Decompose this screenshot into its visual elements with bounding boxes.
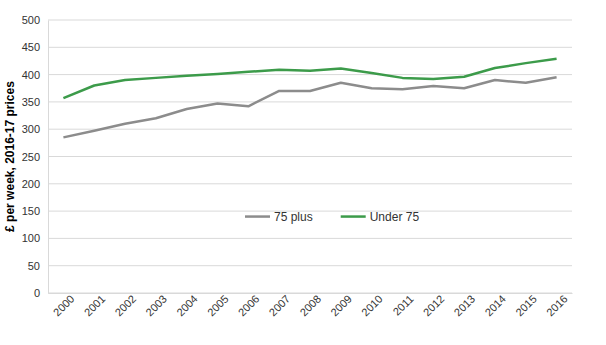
x-tick: 2016 [544, 293, 570, 319]
y-tick: 200 [22, 178, 48, 190]
chart: 0501001502002503003504004505002000200120… [0, 0, 606, 345]
x-tick-label: 2011 [390, 293, 415, 318]
x-tick: 2008 [297, 293, 323, 319]
y-tick: 400 [22, 69, 48, 81]
x-tick: 2015 [513, 293, 539, 319]
y-tick: 350 [22, 96, 48, 108]
y-tick-label: 50 [28, 260, 40, 272]
y-tick: 300 [22, 123, 48, 135]
grid-line [48, 293, 572, 294]
x-tick: 2014 [482, 293, 508, 319]
grid-line [48, 101, 572, 102]
x-tick-label: 2000 [51, 293, 77, 319]
legend-swatch [341, 215, 366, 218]
x-tick-label: 2006 [236, 293, 262, 319]
plot: 0501001502002503003504004505002000200120… [22, 14, 573, 318]
grid-line [48, 156, 572, 157]
series-line [63, 59, 556, 98]
x-tick: 2004 [174, 293, 200, 319]
x-tick-label: 2005 [205, 293, 231, 319]
grid-line [48, 183, 572, 184]
y-tick-label: 0 [34, 287, 40, 299]
legend-label: 75 plus [274, 210, 313, 224]
legend-item: Under 75 [341, 210, 420, 224]
x-tick-label: 2016 [544, 293, 570, 319]
grid-line [48, 20, 572, 21]
x-tick: 2005 [205, 293, 231, 319]
x-tick-label: 2004 [174, 293, 200, 319]
x-tick: 2003 [143, 293, 169, 319]
y-tick: 250 [22, 151, 48, 163]
grid-line [48, 265, 572, 266]
x-tick: 2009 [328, 293, 354, 319]
y-tick: 0 [34, 287, 48, 299]
x-tick-label: 2010 [359, 293, 385, 319]
x-tick: 2012 [421, 293, 447, 319]
y-tick-label: 100 [22, 232, 40, 244]
x-tick-label: 2002 [112, 293, 138, 319]
y-axis: 0 50 100 150 200 250 300 350 400 450 500 [22, 14, 49, 299]
lines [63, 59, 556, 138]
series-line [63, 77, 556, 137]
x-tick: 2002 [112, 293, 138, 319]
x-tick: 2006 [236, 293, 262, 319]
y-tick-label: 450 [22, 41, 40, 53]
grid [48, 20, 572, 293]
x-tick: 2001 [82, 293, 108, 319]
legend-label: Under 75 [370, 210, 420, 224]
y-axis-title: £ per week, 2016-17 prices [3, 81, 17, 232]
y-tick-label: 500 [22, 14, 40, 26]
x-tick-label: 2001 [82, 293, 108, 319]
x-tick-label: 2014 [482, 293, 508, 319]
legend: 75 plus Under 75 [245, 210, 419, 224]
grid-line [48, 74, 572, 75]
x-tick: 2007 [267, 293, 293, 319]
y-tick: 500 [22, 14, 48, 26]
y-tick-label: 350 [22, 96, 40, 108]
y-tick-label: 150 [22, 205, 40, 217]
y-tick: 100 [22, 232, 48, 244]
y-tick-label: 400 [22, 69, 40, 81]
x-tick: 2013 [451, 293, 477, 319]
x-tick: 2000 [51, 293, 77, 319]
y-tick: 50 [28, 260, 48, 272]
grid-line [48, 47, 572, 48]
x-tick: 2010 [359, 293, 385, 319]
y-tick-label: 300 [22, 123, 40, 135]
x-axis: 2000200120022003200420052006200720082009… [49, 293, 573, 319]
x-tick-label: 2013 [451, 293, 477, 319]
x-tick-label: 2007 [267, 293, 293, 319]
y-tick: 150 [22, 205, 48, 217]
y-tick: 450 [22, 41, 48, 53]
grid-line [48, 238, 572, 239]
y-axis-line [48, 21, 49, 294]
legend-swatch [245, 215, 270, 218]
x-tick-label: 2009 [328, 293, 354, 319]
grid-line [48, 129, 572, 130]
y-tick-label: 250 [22, 151, 40, 163]
y-tick-label: 200 [22, 178, 40, 190]
x-tick-label: 2015 [513, 293, 539, 319]
x-tick: 2011 [390, 293, 415, 318]
x-tick-label: 2012 [421, 293, 447, 319]
x-tick-label: 2008 [297, 293, 323, 319]
x-tick-label: 2003 [143, 293, 169, 319]
legend-item: 75 plus [245, 210, 313, 224]
